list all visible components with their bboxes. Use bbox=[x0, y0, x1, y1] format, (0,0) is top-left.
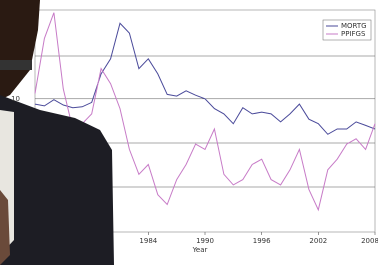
x-axis-label: Year bbox=[192, 246, 208, 254]
y-tick-label: 10 bbox=[11, 95, 20, 103]
legend-label: PPIFGS bbox=[341, 30, 366, 38]
glasses bbox=[0, 60, 32, 70]
x-tick-label: 2002 bbox=[309, 237, 327, 245]
x-tick-label: 1984 bbox=[139, 237, 157, 245]
screenshot: MORTGPPIFGS 10 Year 1984 1990 1996 2002 2008 bbox=[0, 0, 378, 265]
x-tick-label: 1990 bbox=[196, 237, 214, 245]
head bbox=[0, 0, 40, 100]
legend-label: MORTG bbox=[341, 22, 367, 30]
x-tick-label: 1996 bbox=[253, 237, 271, 245]
x-tick-label: 2008 bbox=[361, 237, 378, 245]
